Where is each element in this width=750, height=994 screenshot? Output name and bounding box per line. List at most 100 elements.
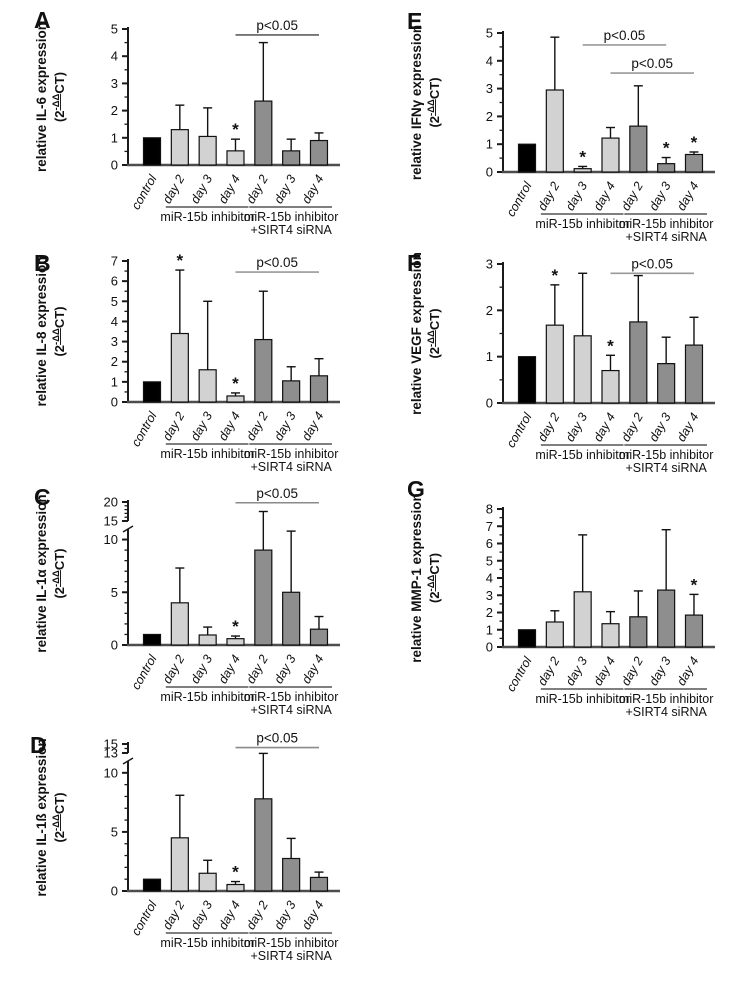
y-axis bbox=[122, 500, 134, 646]
y-tick-label: 4 bbox=[486, 53, 493, 68]
error-bar bbox=[286, 138, 296, 151]
panel-letter-E: E bbox=[407, 8, 422, 34]
significance-label: p<0.05 bbox=[631, 256, 673, 271]
x-tick-label: day 4 bbox=[674, 410, 701, 444]
significance-star: * bbox=[691, 133, 698, 152]
significance-star: * bbox=[177, 251, 184, 270]
y-axis-units: (2-ΔΔCT) bbox=[51, 72, 67, 122]
x-tick-label: day 2 bbox=[535, 179, 562, 213]
y-axis-units: (2-ΔΔCT) bbox=[51, 306, 67, 356]
error-bar bbox=[203, 300, 213, 370]
y-tick-label: 13 bbox=[104, 746, 118, 761]
y-tick-label: 1 bbox=[486, 622, 493, 637]
bar-G-0 bbox=[517, 629, 537, 648]
bar-A-6 bbox=[309, 139, 329, 166]
group-label-text: +SIRT4 siRNA bbox=[250, 223, 332, 237]
x-tick-label: day 3 bbox=[646, 179, 673, 213]
significance-line: p<0.05 bbox=[610, 256, 694, 275]
group-label-text: +SIRT4 siRNA bbox=[250, 460, 332, 474]
bar-B-4 bbox=[254, 338, 273, 403]
significance-line: p<0.05 bbox=[235, 255, 319, 273]
error-bar bbox=[230, 880, 240, 885]
bar-A-0 bbox=[142, 137, 162, 166]
y-tick-label: 0 bbox=[111, 395, 118, 410]
error-bar bbox=[175, 794, 185, 838]
bars: * bbox=[142, 510, 329, 646]
y-tick-label: 10 bbox=[104, 532, 118, 547]
group-label-text: miR-15b inhibitor bbox=[244, 447, 338, 461]
bar-D-4 bbox=[254, 798, 273, 892]
group-label-text: +SIRT4 siRNA bbox=[625, 461, 707, 475]
error-bar bbox=[258, 752, 268, 799]
group-label: miR-15b inhibitor bbox=[535, 213, 630, 231]
group-label: miR-15b inhibitor+SIRT4 siRNA bbox=[619, 688, 713, 719]
y-axis-units: (2-ΔΔCT) bbox=[426, 77, 442, 127]
bar-F-0 bbox=[517, 356, 537, 404]
error-bar bbox=[633, 274, 643, 322]
y-axis-label: relative IL-1ß expression (2-ΔΔCT) bbox=[34, 738, 67, 896]
y-tick-label: 15 bbox=[104, 737, 118, 752]
y-tick-label: 1 bbox=[486, 349, 493, 364]
x-tick-label: day 3 bbox=[188, 898, 215, 932]
y-tick-label: 4 bbox=[111, 49, 118, 64]
error-bar bbox=[314, 357, 324, 376]
bars: ** bbox=[142, 251, 329, 403]
y-tick-label: 15 bbox=[104, 514, 118, 529]
y-tick-label: 5 bbox=[486, 26, 493, 41]
group-label: miR-15b inhibitor+SIRT4 siRNA bbox=[244, 932, 338, 963]
y-tick-label: 1 bbox=[111, 130, 118, 145]
significance-star: * bbox=[232, 120, 239, 139]
bars: * * * bbox=[517, 36, 704, 173]
y-tick-label: 2 bbox=[111, 103, 118, 118]
y-tick-label: 5 bbox=[111, 585, 118, 600]
y-tick-label: 3 bbox=[111, 334, 118, 349]
y-axis-title: relative MMP-1 expression bbox=[409, 493, 424, 663]
x-tick-label: day 2 bbox=[160, 898, 187, 932]
bar-B-2 bbox=[198, 369, 217, 403]
error-bar bbox=[605, 126, 615, 139]
y-tick-label: 5 bbox=[111, 824, 118, 839]
bar-E-6 bbox=[684, 153, 704, 173]
bars: * bbox=[517, 529, 704, 648]
bar-F-1 bbox=[545, 324, 564, 404]
y-tick-label: 0 bbox=[111, 638, 118, 653]
bar-G-5 bbox=[657, 589, 676, 648]
bars: * bbox=[142, 41, 329, 166]
x-tick-label: day 4 bbox=[216, 898, 243, 932]
x-tick-label: control bbox=[129, 408, 160, 449]
bar-E-0 bbox=[517, 143, 537, 173]
significance-star: * bbox=[691, 575, 698, 594]
y-axis-label: relative IL-6 expression (2-ΔΔCT) bbox=[34, 22, 67, 172]
bar-D-5 bbox=[282, 857, 301, 892]
significance-label: p<0.05 bbox=[256, 255, 298, 270]
significance-star: * bbox=[579, 147, 586, 166]
x-tick-label: day 4 bbox=[299, 409, 326, 443]
bar-G-6 bbox=[684, 614, 704, 648]
error-bar bbox=[314, 615, 324, 630]
y-axis-title: relative IL-1ß expression bbox=[34, 738, 49, 896]
bar-F-6 bbox=[684, 344, 704, 404]
y-axis bbox=[497, 507, 504, 648]
y-tick-labels: 0 1 2 3 4 5 bbox=[111, 22, 118, 173]
error-bar bbox=[633, 590, 643, 617]
x-tick-label: day 3 bbox=[188, 409, 215, 443]
group-label-text: miR-15b inhibitor bbox=[535, 217, 629, 231]
bars: * bbox=[142, 752, 329, 892]
y-axis-label: relative MMP-1 expression (2-ΔΔCT) bbox=[409, 493, 442, 663]
y-axis-label: relative IFNγ expression (2-ΔΔCT) bbox=[409, 25, 442, 180]
y-tick-label: 7 bbox=[486, 519, 493, 534]
group-label: miR-15b inhibitor+SIRT4 siRNA bbox=[244, 686, 338, 717]
error-bar bbox=[175, 269, 185, 334]
error-bar bbox=[203, 859, 213, 874]
bar-E-3 bbox=[601, 137, 620, 173]
error-bar bbox=[203, 107, 213, 137]
y-tick-labels: 0 1 2 3 4 5 6 7 bbox=[111, 254, 118, 410]
bar-C-3 bbox=[226, 638, 245, 646]
group-label-text: miR-15b inhibitor bbox=[535, 692, 629, 706]
bar-E-2 bbox=[573, 168, 592, 173]
bar-D-0 bbox=[142, 878, 162, 892]
y-tick-labels: 0 1 2 3 4 5 bbox=[486, 26, 493, 180]
